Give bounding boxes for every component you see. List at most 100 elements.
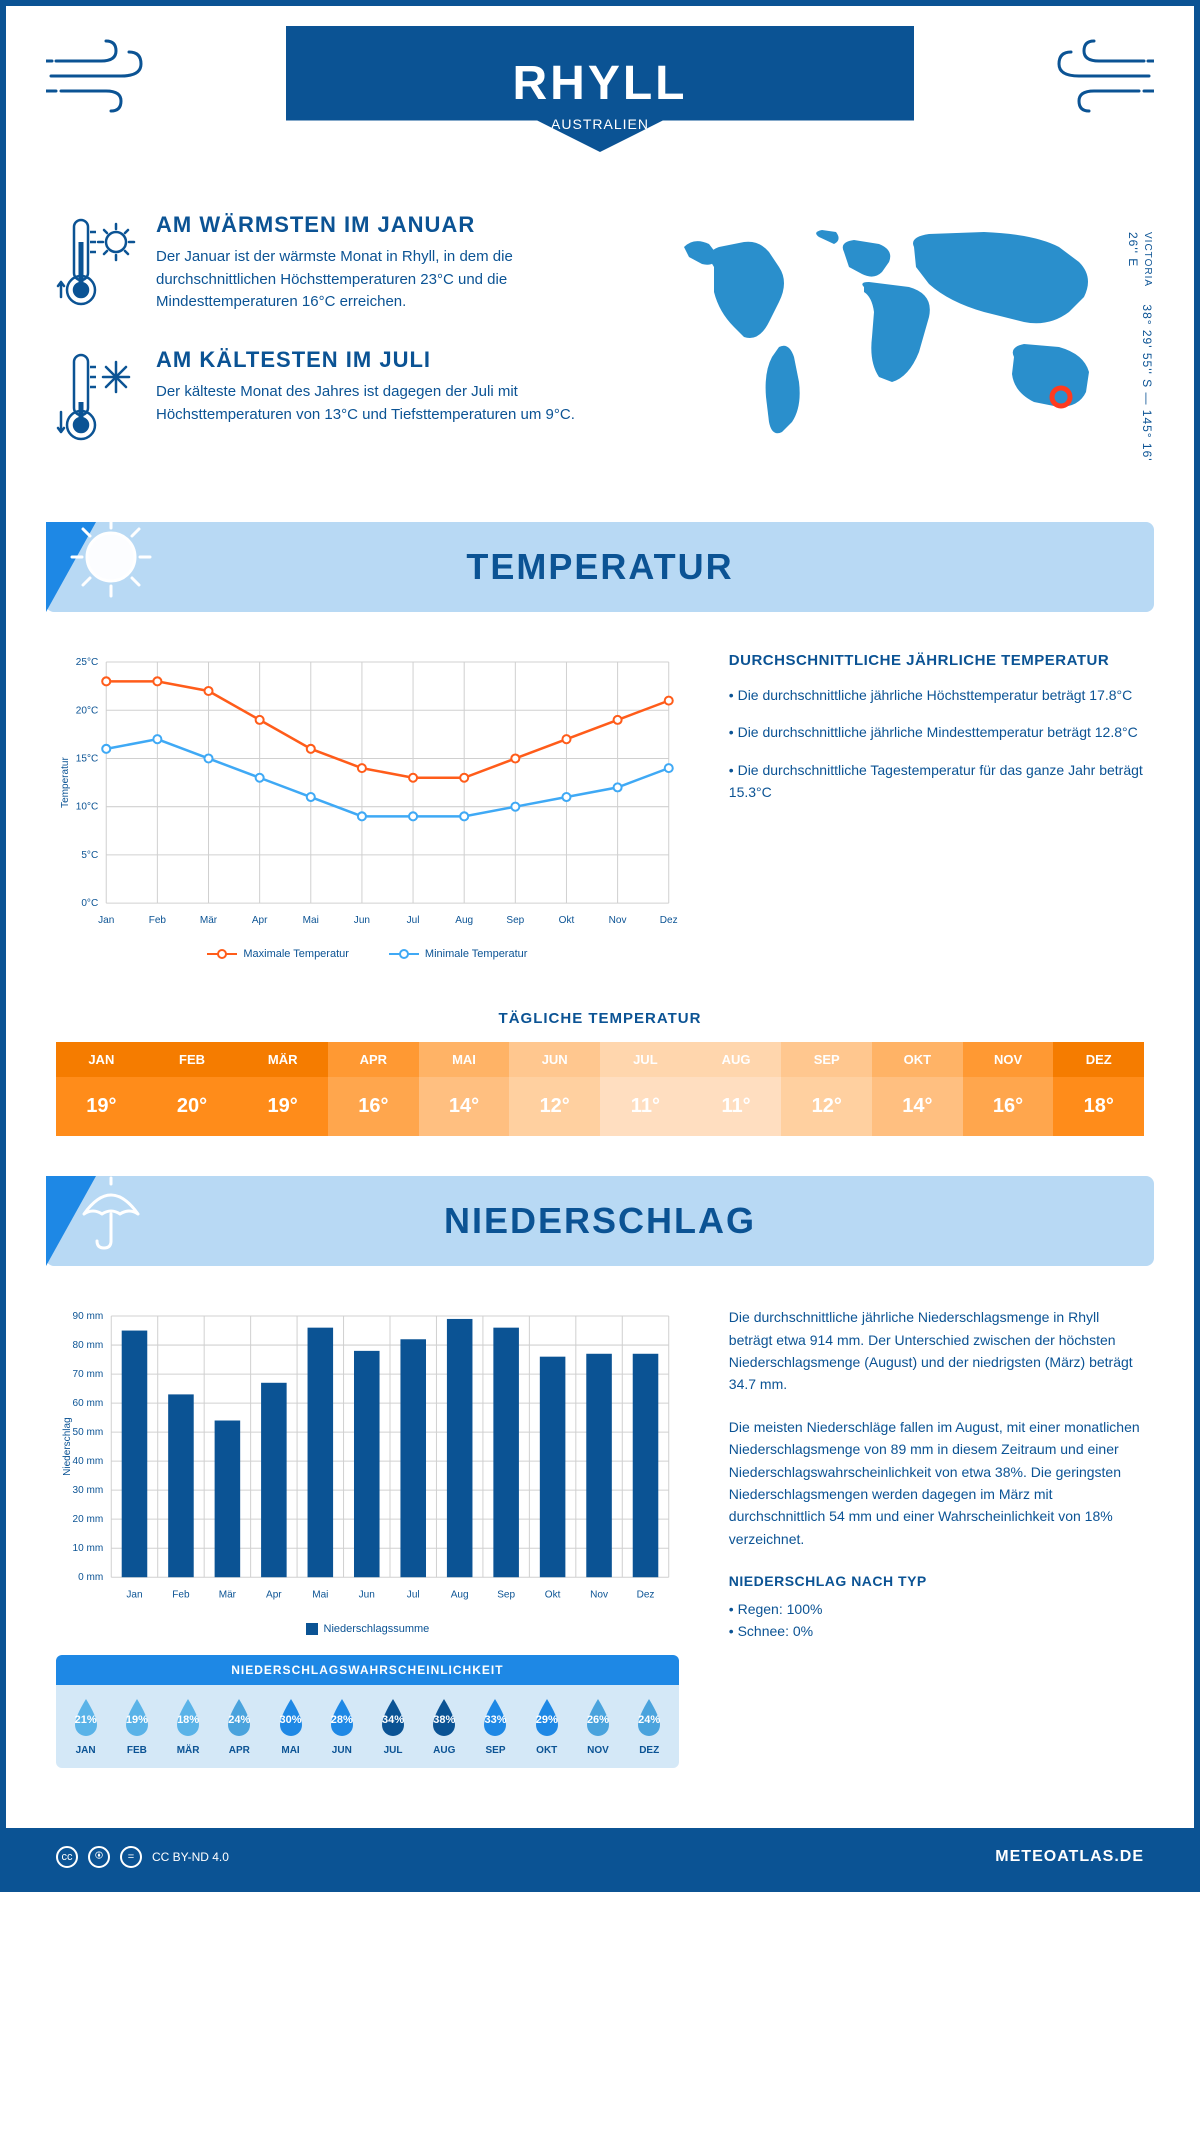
prob-month: AUG (419, 1745, 470, 1756)
prob-cell: 26%NOV (572, 1697, 623, 1756)
svg-text:Jan: Jan (126, 1590, 142, 1601)
temp-col-value: 19° (237, 1077, 328, 1136)
svg-text:30 mm: 30 mm (73, 1485, 104, 1496)
svg-text:Jul: Jul (407, 915, 420, 926)
temp-col-month: OKT (872, 1042, 963, 1077)
temp-col: JUL11° (600, 1042, 691, 1136)
temp-banner: TEMPERATUR (46, 522, 1154, 612)
temp-col-value: 11° (600, 1077, 691, 1136)
prob-month: MAI (265, 1745, 316, 1756)
svg-text:40 mm: 40 mm (73, 1456, 104, 1467)
prob-month: DEZ (624, 1745, 675, 1756)
prob-cell: 21% JAN (60, 1697, 111, 1756)
prob-month: NOV (572, 1745, 623, 1756)
precip-info: Die durchschnittliche jährliche Niedersc… (729, 1306, 1144, 1767)
probability-box: NIEDERSCHLAGSWAHRSCHEINLICHKEIT 21% JAN 19… (56, 1655, 679, 1768)
raindrop-icon: 38% (427, 1697, 461, 1739)
temp-info-item: • Die durchschnittliche jährliche Höchst… (729, 684, 1144, 706)
precip-type-item: • Schnee: 0% (729, 1620, 1144, 1642)
prob-month: JUL (367, 1745, 418, 1756)
region-label: VICTORIA (1142, 232, 1153, 287)
temp-col-month: FEB (147, 1042, 238, 1077)
prob-cell: 30%MAI (265, 1697, 316, 1756)
prob-cell: 29%OKT (521, 1697, 572, 1756)
raindrop-icon: 19% (120, 1697, 154, 1739)
temp-col-month: NOV (963, 1042, 1054, 1077)
svg-text:20 mm: 20 mm (73, 1514, 104, 1525)
header-banner: RHYLL AUSTRALIEN (286, 26, 914, 152)
legend-max: Maximale Temperatur (207, 948, 349, 960)
svg-text:5°C: 5°C (81, 850, 98, 861)
precip-type-item: • Regen: 100% (729, 1598, 1144, 1620)
temp-col: DEZ18° (1053, 1042, 1144, 1136)
temp-col-value: 14° (872, 1077, 963, 1136)
prob-month: JAN (60, 1745, 111, 1756)
svg-text:Apr: Apr (266, 1590, 282, 1601)
svg-text:Mai: Mai (303, 915, 319, 926)
svg-text:Okt: Okt (545, 1590, 561, 1601)
license-text: CC BY-ND 4.0 (152, 1850, 229, 1864)
temp-info-title: DURCHSCHNITTLICHE JÄHRLICHE TEMPERATUR (729, 652, 1144, 669)
by-icon: 🅯 (88, 1846, 110, 1868)
svg-text:Nov: Nov (609, 915, 627, 926)
umbrella-icon (66, 1166, 156, 1261)
prob-cell: 33%SEP (470, 1697, 521, 1756)
temp-col-value: 14° (419, 1077, 510, 1136)
svg-text:Aug: Aug (451, 1590, 469, 1601)
raindrop-icon: 34% (376, 1697, 410, 1739)
probability-row: 21%JAN19%FEB18%MÄR24%APR30%MAI28%JUN34%J… (56, 1685, 679, 1768)
svg-text:Dez: Dez (660, 915, 678, 926)
temp-col: JAN19° (56, 1042, 147, 1136)
svg-text:Sep: Sep (497, 1590, 515, 1601)
svg-text:Mai: Mai (312, 1590, 328, 1601)
temp-col: MAI14° (419, 1042, 510, 1136)
license: cc 🅯 = CC BY-ND 4.0 (56, 1846, 229, 1868)
daily-temp-table: JAN19°FEB20°MÄR19°APR16°MAI14°JUN12°JUL1… (56, 1042, 1144, 1136)
location-country: AUSTRALIEN (286, 116, 914, 132)
daily-temp-title: TÄGLICHE TEMPERATUR (6, 1010, 1194, 1027)
header-wrap: RHYLL AUSTRALIEN (6, 6, 1194, 152)
prob-month: OKT (521, 1745, 572, 1756)
intro-section: AM WÄRMSTEN IM JANUAR Der Januar ist der… (6, 192, 1194, 522)
svg-text:10°C: 10°C (76, 802, 98, 813)
temp-col: SEP12° (781, 1042, 872, 1136)
prob-month: FEB (111, 1745, 162, 1756)
coordinates: VICTORIA 38° 29' 55'' S — 145° 16' 26'' … (1126, 232, 1154, 482)
precip-p2: Die meisten Niederschläge fallen im Augu… (729, 1416, 1144, 1550)
precip-types: • Regen: 100%• Schnee: 0% (729, 1598, 1144, 1643)
temp-info-items: • Die durchschnittliche jährliche Höchst… (729, 684, 1144, 804)
svg-text:Apr: Apr (252, 915, 268, 926)
temp-col-month: JUL (600, 1042, 691, 1077)
probability-title: NIEDERSCHLAGSWAHRSCHEINLICHKEIT (56, 1655, 679, 1685)
svg-text:Temperatur: Temperatur (60, 757, 71, 808)
svg-text:Nov: Nov (590, 1590, 608, 1601)
raindrop-icon: 21% (69, 1697, 103, 1739)
svg-text:Aug: Aug (455, 915, 473, 926)
coldest-text: AM KÄLTESTEN IM JULI Der kälteste Monat … (156, 347, 624, 452)
temp-col: JUN12° (509, 1042, 600, 1136)
nd-icon: = (120, 1846, 142, 1868)
temperature-line-chart: 0°C5°C10°C15°C20°C25°CJanFebMärAprMaiJun… (56, 652, 679, 933)
warmest-desc: Der Januar ist der wärmste Monat in Rhyl… (156, 246, 624, 314)
svg-text:Dez: Dez (637, 1590, 655, 1601)
wind-icon-right (1044, 36, 1154, 121)
prob-month: APR (214, 1745, 265, 1756)
svg-text:Jul: Jul (407, 1590, 420, 1601)
svg-text:15°C: 15°C (76, 753, 98, 764)
infographic-page: RHYLL AUSTRALIEN AM WÄRMSTEN IM JANUAR D… (0, 0, 1200, 1892)
svg-text:50 mm: 50 mm (73, 1427, 104, 1438)
temp-col-month: APR (328, 1042, 419, 1077)
thermometer-snow-icon (56, 347, 136, 452)
thermometer-sun-icon (56, 212, 136, 317)
precip-type-title: NIEDERSCHLAG NACH TYP (729, 1570, 1144, 1592)
precip-chart-area: 0 mm10 mm20 mm30 mm40 mm50 mm60 mm70 mm8… (56, 1306, 679, 1767)
svg-text:10 mm: 10 mm (73, 1543, 104, 1554)
temp-col-value: 18° (1053, 1077, 1144, 1136)
temp-section-title: TEMPERATUR (46, 546, 1154, 588)
svg-text:0°C: 0°C (81, 898, 98, 909)
legend-precip-swatch (306, 1623, 318, 1635)
wind-icon-left (46, 36, 156, 121)
temp-info: DURCHSCHNITTLICHE JÄHRLICHE TEMPERATUR •… (729, 652, 1144, 960)
legend-min-swatch (389, 953, 419, 955)
coldest-fact: AM KÄLTESTEN IM JULI Der kälteste Monat … (56, 347, 624, 452)
